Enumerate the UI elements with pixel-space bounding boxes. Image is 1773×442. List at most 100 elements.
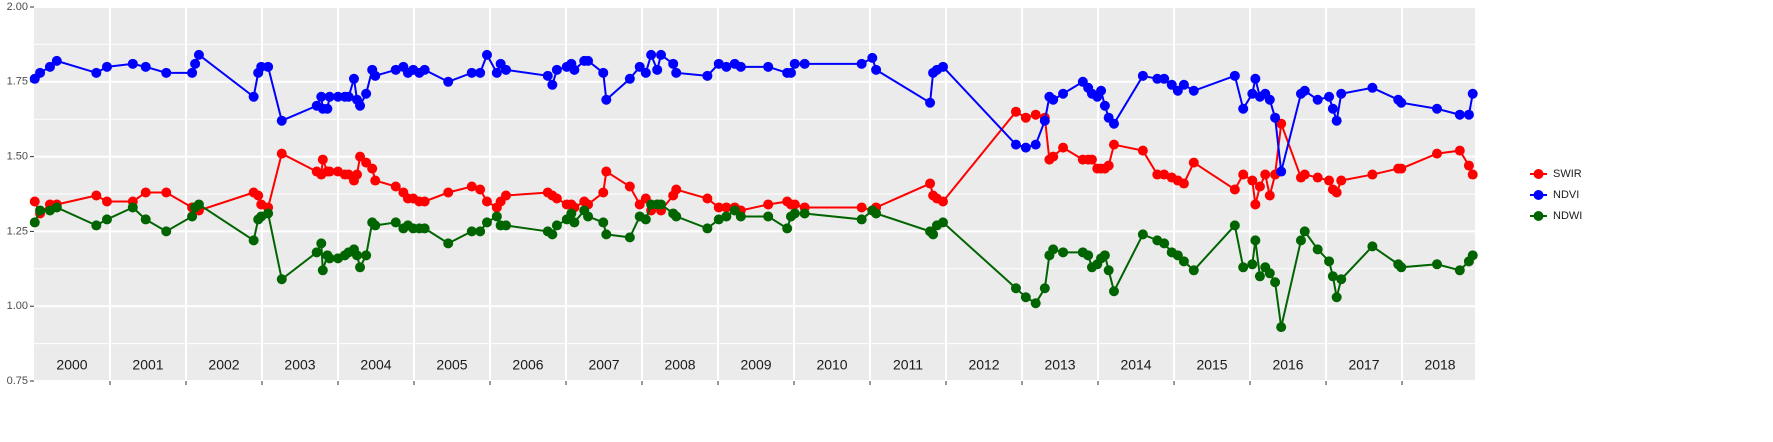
- series-point: [263, 61, 274, 72]
- series-point: [1299, 169, 1310, 180]
- series-line: [34, 51, 1474, 172]
- series-point: [1260, 169, 1271, 180]
- legend-key-point: [1533, 211, 1544, 221]
- series-point: [101, 61, 112, 72]
- y-tick-label: 1.75: [7, 76, 28, 88]
- series-point: [352, 250, 363, 261]
- series-point: [937, 196, 948, 207]
- series-point: [491, 67, 502, 78]
- series-point: [547, 79, 558, 90]
- series-point: [324, 253, 335, 264]
- series-point: [598, 217, 609, 228]
- series-point: [1048, 151, 1059, 162]
- series-point: [856, 214, 867, 225]
- series-point: [1048, 94, 1059, 105]
- series-point: [187, 211, 198, 222]
- series-point: [248, 91, 259, 102]
- year-label: 2006: [512, 357, 543, 373]
- series-point: [1463, 109, 1474, 120]
- series-point: [1312, 94, 1323, 105]
- series-point: [1238, 169, 1249, 180]
- year-label: 2002: [208, 357, 239, 373]
- year-label: 2015: [1196, 357, 1227, 373]
- series-point: [29, 196, 40, 207]
- series-point: [253, 190, 264, 201]
- series-point: [1108, 139, 1119, 150]
- series-point: [370, 220, 381, 231]
- series-point: [1463, 160, 1474, 171]
- series-point: [500, 220, 511, 231]
- year-label: 2001: [132, 357, 163, 373]
- legend-key-point: [1533, 190, 1544, 200]
- series-point: [1299, 226, 1310, 237]
- series-point: [763, 199, 774, 210]
- series-point: [551, 64, 562, 75]
- series-point: [161, 226, 172, 237]
- series-point: [1367, 82, 1378, 93]
- series-point: [1178, 256, 1189, 267]
- series-point: [856, 202, 867, 213]
- series-point: [1086, 154, 1097, 165]
- series-point: [1137, 229, 1148, 240]
- series-point: [1099, 250, 1110, 261]
- series-point: [311, 247, 322, 258]
- series-point: [937, 217, 948, 228]
- series-point: [51, 55, 62, 66]
- series-point: [668, 58, 679, 69]
- series-point: [782, 223, 793, 234]
- series-point: [1264, 94, 1275, 105]
- series-point: [317, 154, 328, 165]
- year-label: 2007: [588, 357, 619, 373]
- series-point: [1108, 118, 1119, 129]
- series-point: [193, 199, 204, 210]
- series-point: [1367, 241, 1378, 252]
- series-point: [598, 187, 609, 198]
- series-point: [343, 91, 354, 102]
- series-point: [1270, 277, 1281, 288]
- series-point: [475, 67, 486, 78]
- series-point: [542, 70, 553, 81]
- series-point: [1238, 103, 1249, 114]
- series-point: [721, 61, 732, 72]
- series-point: [547, 229, 558, 240]
- series-point: [419, 64, 430, 75]
- series-point: [1431, 103, 1442, 114]
- series-point: [1010, 283, 1021, 294]
- series-point: [140, 187, 151, 198]
- y-tick-label: 1.50: [7, 151, 28, 163]
- series-point: [1178, 79, 1189, 90]
- y-tick-label: 2.00: [7, 1, 28, 13]
- series-point: [1336, 88, 1347, 99]
- series-point: [1276, 322, 1287, 333]
- series-point: [101, 196, 112, 207]
- series-point: [721, 211, 732, 222]
- series-point: [721, 202, 732, 213]
- series-point: [475, 226, 486, 237]
- series-point: [1229, 220, 1240, 231]
- series-point: [1039, 115, 1050, 126]
- series-point: [1096, 85, 1107, 96]
- series-point: [193, 49, 204, 60]
- series-point: [1467, 169, 1478, 180]
- series-point: [713, 214, 724, 225]
- year-label: 2004: [360, 357, 391, 373]
- series-point: [1103, 265, 1114, 276]
- series-point: [624, 73, 635, 84]
- series-point: [443, 238, 454, 249]
- series-point: [1276, 166, 1287, 177]
- series-point: [671, 184, 682, 195]
- series-point: [1229, 184, 1240, 195]
- series-point: [671, 67, 682, 78]
- series-point: [481, 217, 492, 228]
- series-point: [1010, 139, 1021, 150]
- series-point: [1299, 85, 1310, 96]
- series-point: [1331, 115, 1342, 126]
- series-point: [140, 214, 151, 225]
- series-point: [370, 70, 381, 81]
- legend-label: NDWI: [1553, 210, 1582, 222]
- series-point: [1270, 112, 1281, 123]
- series-point: [785, 67, 796, 78]
- series-point: [190, 58, 201, 69]
- y-tick-label: 0.75: [7, 375, 28, 387]
